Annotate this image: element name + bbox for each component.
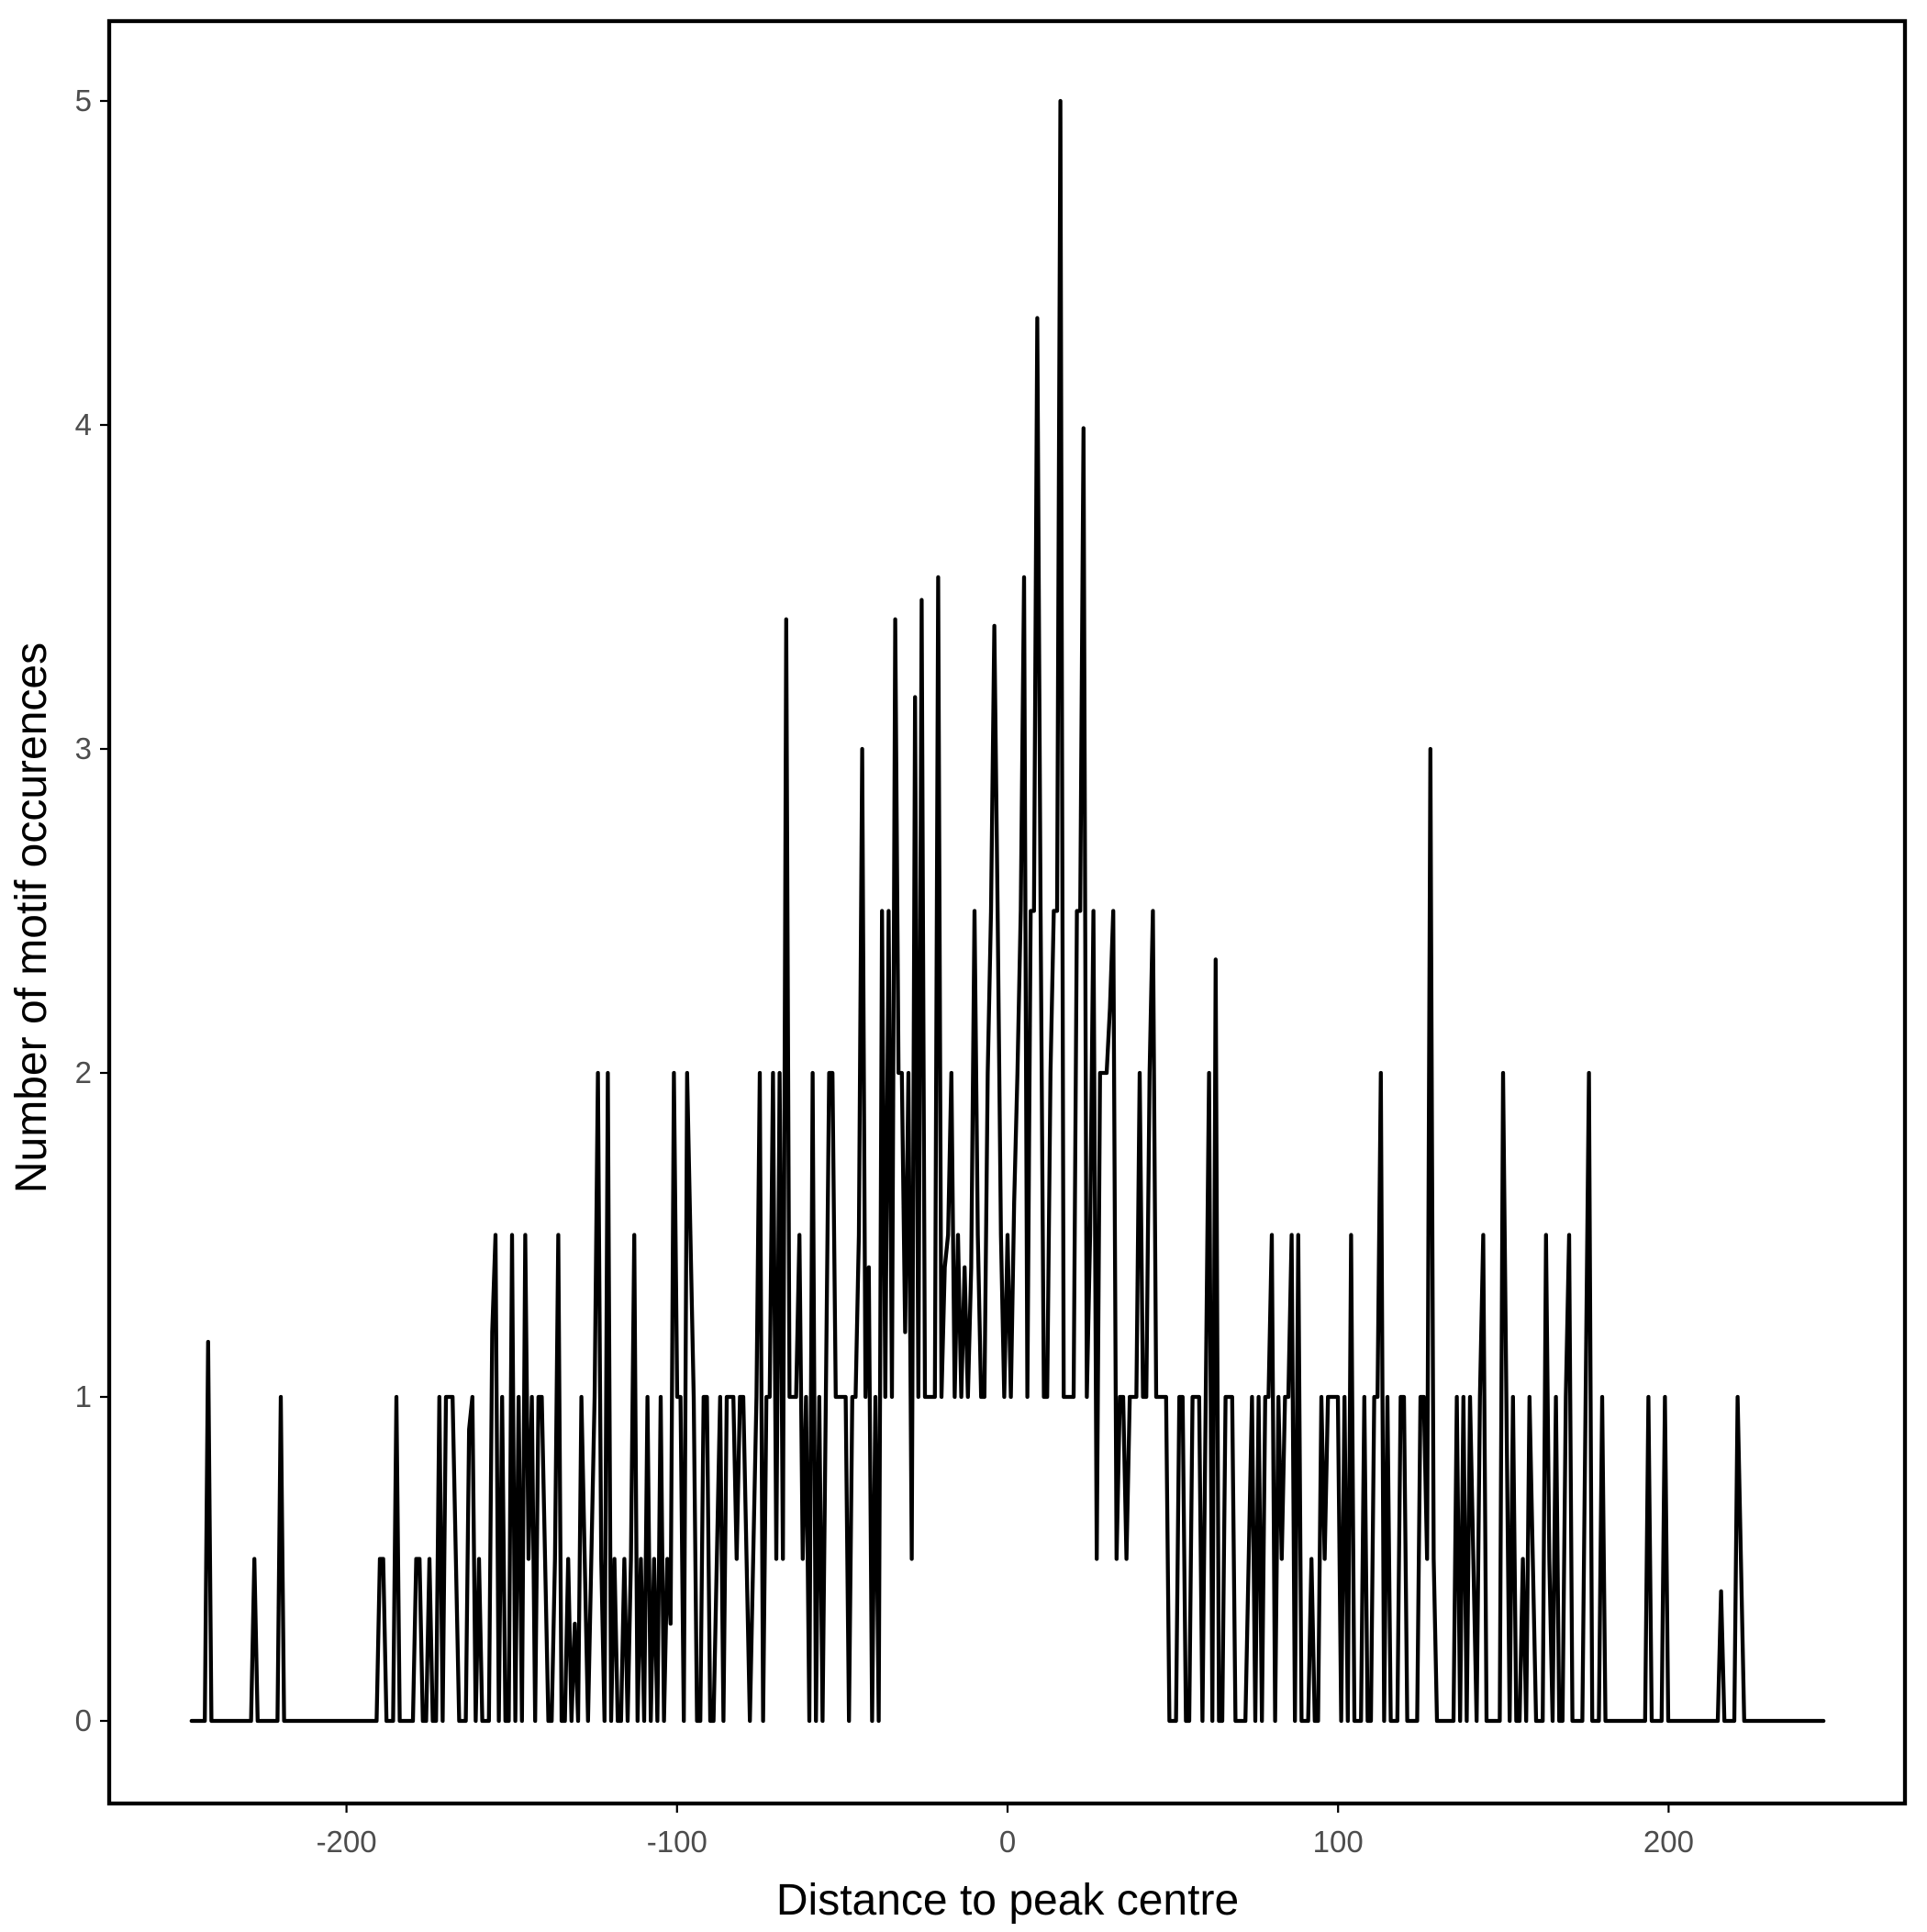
svg-text:Distance to peak centre: Distance to peak centre (776, 1876, 1239, 1925)
svg-text:0: 0 (999, 1825, 1016, 1859)
svg-text:200: 200 (1643, 1825, 1694, 1859)
svg-text:3: 3 (75, 731, 92, 765)
svg-text:5: 5 (75, 84, 92, 117)
svg-text:2: 2 (75, 1055, 92, 1089)
svg-text:100: 100 (1313, 1825, 1364, 1859)
svg-text:-100: -100 (647, 1825, 707, 1859)
svg-text:Number of motif occurences: Number of motif occurences (7, 642, 56, 1193)
svg-text:1: 1 (75, 1379, 92, 1413)
svg-text:-200: -200 (317, 1825, 377, 1859)
svg-text:0: 0 (75, 1703, 92, 1737)
svg-text:4: 4 (75, 408, 92, 441)
